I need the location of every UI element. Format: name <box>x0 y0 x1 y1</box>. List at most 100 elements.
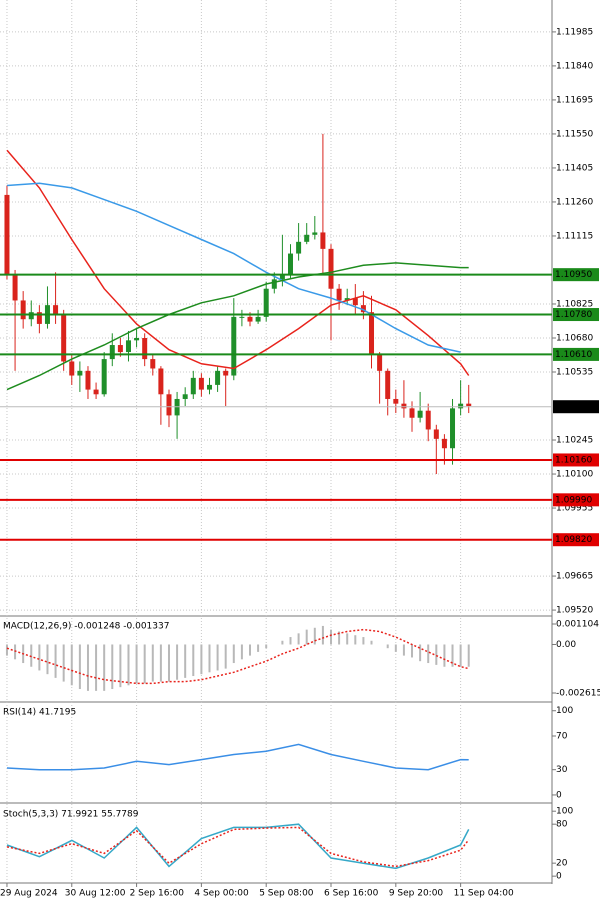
y-tick-label: 100 <box>556 706 573 716</box>
macd-bar <box>297 633 300 645</box>
macd-bar <box>200 644 203 675</box>
last-price-tag <box>553 400 599 414</box>
candle-body <box>93 389 99 395</box>
y-tick-label: 80 <box>556 820 568 830</box>
candle-body <box>20 300 26 320</box>
macd-bar <box>459 644 462 667</box>
y-tick-label: 1.10825 <box>556 299 593 309</box>
candle-body <box>61 314 67 362</box>
y-tick-label: 20 <box>556 859 568 869</box>
macd-bar <box>119 644 122 688</box>
macd-bar <box>143 644 146 684</box>
macd-bar <box>70 644 73 686</box>
x-tick-label: 2 Sep 16:00 <box>130 889 185 899</box>
candle-body <box>36 312 42 324</box>
indicator-title: RSI(14) 41.7195 <box>3 708 76 718</box>
candle-body <box>344 298 350 301</box>
candle-body <box>401 403 407 409</box>
candle-body <box>198 377 204 390</box>
candle-body <box>158 368 164 395</box>
candle-body <box>433 429 439 439</box>
indicator-title: MACD(12,26,9) -0.001248 -0.001337 <box>3 622 169 632</box>
y-tick-label: 1.09665 <box>556 572 593 582</box>
candle-body <box>125 340 131 353</box>
candle-body <box>336 288 342 301</box>
x-tick-label: 9 Sep 20:00 <box>389 889 444 899</box>
candle-body <box>255 316 261 322</box>
candle-body <box>296 241 302 254</box>
macd-bar <box>265 644 268 649</box>
macd-bar <box>451 644 454 667</box>
candle-body <box>369 312 375 355</box>
macd-bar <box>62 644 65 682</box>
y-tick-label: 1.09955 <box>556 504 593 514</box>
y-tick-label: 1.10535 <box>556 368 593 378</box>
candle-body <box>279 274 285 280</box>
macd-bar <box>95 644 98 691</box>
candle-body <box>109 345 115 360</box>
macd-bar <box>208 644 211 673</box>
candle-body <box>450 408 456 449</box>
candle-body <box>417 410 423 418</box>
macd-bar <box>111 644 114 690</box>
y-tick-label: 0.001104 <box>556 619 599 629</box>
candle-body <box>77 370 83 376</box>
y-tick-label: 1.11405 <box>556 163 593 173</box>
macd-bar <box>362 637 365 645</box>
candle-body <box>239 316 245 318</box>
moving-average <box>6 149 470 376</box>
macd-bar <box>248 644 251 656</box>
signal-line <box>6 628 469 685</box>
y-tick-label: 1.09520 <box>556 606 593 616</box>
macd-bar <box>427 644 430 664</box>
level-label: 1.10780 <box>555 310 592 320</box>
level-label: 1.10950 <box>555 270 592 280</box>
y-tick-label: 1.11115 <box>556 231 593 241</box>
candle-body <box>312 232 318 235</box>
candle-body <box>182 394 188 399</box>
x-tick-label: 11 Sep 04:00 <box>454 889 514 899</box>
y-tick-label: 1.10245 <box>556 436 593 446</box>
macd-bar <box>402 644 405 656</box>
candle-body <box>466 403 472 407</box>
candle-body <box>304 234 310 242</box>
macd-bar <box>14 644 17 660</box>
x-tick-label: 4 Sep 00:00 <box>194 889 249 899</box>
macd-bar <box>370 640 373 645</box>
level-tag <box>553 347 599 361</box>
candle-body <box>101 359 107 395</box>
candle-body <box>28 312 34 320</box>
candle-body <box>117 345 123 353</box>
macd-bar <box>5 644 8 656</box>
candle-body <box>425 410 431 430</box>
macd-bar <box>305 629 308 645</box>
y-tick-label: 70 <box>556 732 568 742</box>
macd-bar <box>240 644 243 660</box>
candle-body <box>150 359 156 369</box>
candle-body <box>263 288 269 317</box>
macd-bar <box>46 644 49 675</box>
y-tick-label: 1.10100 <box>556 470 593 480</box>
candle-body <box>409 408 415 418</box>
candle-body <box>69 361 75 376</box>
x-tick-label: 6 Sep 16:00 <box>324 889 379 899</box>
macd-bar <box>38 644 41 671</box>
macd-bar <box>435 644 438 665</box>
macd-bar <box>338 631 341 645</box>
candle-body <box>360 305 366 313</box>
indicator-line <box>6 743 469 771</box>
y-tick-label: 1.11985 <box>556 27 593 37</box>
candle-body <box>352 298 358 306</box>
macd-bar <box>54 644 57 678</box>
macd-bar <box>232 644 235 664</box>
level-label: 1.09990 <box>555 495 592 505</box>
macd-bar <box>443 644 446 667</box>
candle-body <box>53 305 59 315</box>
candle-body <box>288 253 294 275</box>
macd-bar <box>30 644 33 667</box>
macd-bar <box>167 644 170 682</box>
candle-body <box>393 398 399 404</box>
y-tick-label: 100 <box>556 807 573 817</box>
candle-body <box>190 377 196 395</box>
macd-bar <box>313 627 316 645</box>
